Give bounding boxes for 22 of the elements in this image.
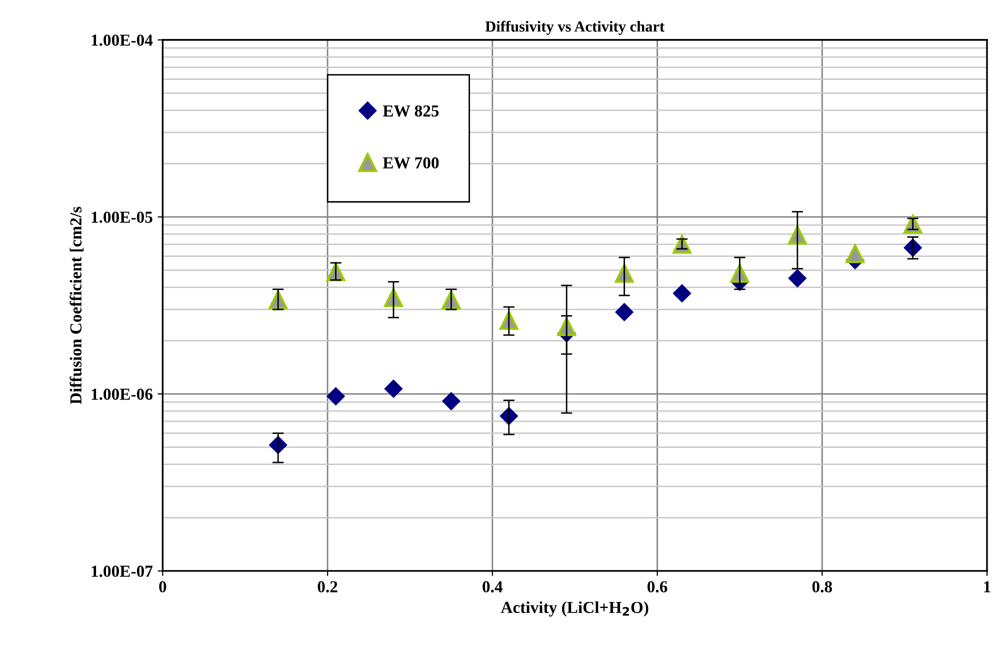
point	[326, 387, 345, 406]
chart-title: Diffusivity vs Activity chart	[485, 20, 665, 35]
y-tick-label: 1.00E-05	[92, 212, 152, 223]
point	[672, 284, 692, 303]
x-tick-label: 0.6	[648, 581, 668, 592]
x-tick-label: 0	[159, 581, 166, 592]
point	[442, 392, 460, 410]
y-tick-label: 1.00E-06	[92, 388, 152, 400]
point	[846, 244, 865, 264]
y-tick-label: 1.00E-07	[92, 566, 153, 577]
legend-label: EW 825	[382, 105, 439, 117]
point	[788, 269, 807, 288]
x-tick-label: 1	[984, 581, 990, 592]
x-tick-label: 0.8	[812, 581, 832, 592]
point	[384, 380, 403, 398]
x-tick-label: 0.2	[318, 581, 338, 592]
point	[615, 302, 634, 322]
x-axis-title: Activity (LiCl+H$_{2}$O)	[500, 601, 648, 616]
y-axis-title: Diffusion Coefficient [cm2/s	[70, 206, 84, 404]
y-tick-label: 1.00E-04	[92, 34, 153, 46]
x-tick-label: 0.4	[482, 581, 503, 592]
legend-label: EW 700	[382, 157, 439, 169]
